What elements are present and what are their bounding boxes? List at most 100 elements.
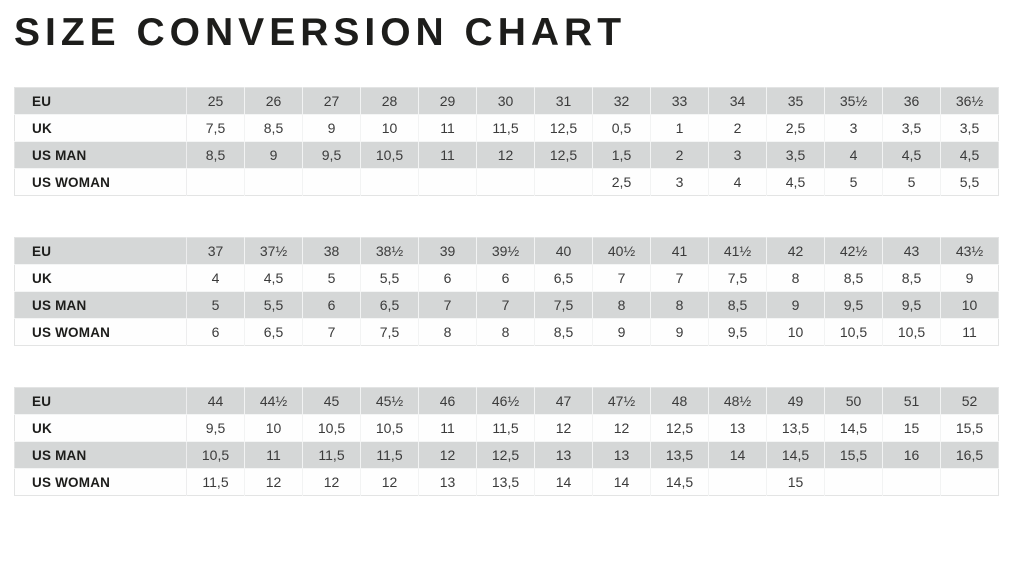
cell: 12,5 bbox=[476, 441, 535, 469]
cell: 7,5 bbox=[708, 264, 767, 292]
cell: 13,5 bbox=[650, 441, 709, 469]
cell: 14 bbox=[534, 468, 593, 496]
cell: 5,5 bbox=[360, 264, 419, 292]
cell: 11,5 bbox=[302, 441, 361, 469]
cell: 14,5 bbox=[766, 441, 825, 469]
cell: 6 bbox=[302, 291, 361, 319]
cell: 5 bbox=[882, 168, 941, 196]
cell: 10 bbox=[360, 114, 419, 142]
cell: 34 bbox=[708, 87, 767, 115]
cell: 16 bbox=[882, 441, 941, 469]
cell: 30 bbox=[476, 87, 535, 115]
cell: 9,5 bbox=[302, 141, 361, 169]
cell: 13,5 bbox=[766, 414, 825, 442]
cell: 6 bbox=[418, 264, 477, 292]
cell: 1,5 bbox=[592, 141, 651, 169]
cell: 6,5 bbox=[360, 291, 419, 319]
cell: 11 bbox=[418, 414, 477, 442]
cell: 26 bbox=[244, 87, 303, 115]
cell: 9 bbox=[650, 318, 709, 346]
cell bbox=[882, 468, 941, 496]
cell: 10 bbox=[940, 291, 999, 319]
cell: 40 bbox=[534, 237, 593, 265]
cell: 10 bbox=[766, 318, 825, 346]
cell: 7 bbox=[592, 264, 651, 292]
row-label-us-man: US MAN bbox=[14, 291, 187, 319]
cell: 2,5 bbox=[766, 114, 825, 142]
cell: 12 bbox=[244, 468, 303, 496]
cell: 5 bbox=[302, 264, 361, 292]
table-row: UK 4 4,5 5 5,5 6 6 6,5 7 7 7,5 8 8,5 8,5 9 bbox=[14, 264, 999, 292]
cell: 42½ bbox=[824, 237, 883, 265]
size-table-3: EU 44 44½ 45 45½ 46 46½ 47 47½ 48 48½ 49 50 51 52 UK 9,5… bbox=[14, 387, 999, 496]
cell: 5 bbox=[824, 168, 883, 196]
page-title: SIZE CONVERSION CHART bbox=[14, 11, 627, 54]
row-label-us-woman: US WOMAN bbox=[14, 318, 187, 346]
cell: 7 bbox=[476, 291, 535, 319]
cell: 4,5 bbox=[940, 141, 999, 169]
cell bbox=[360, 168, 419, 196]
cell: 11 bbox=[418, 141, 477, 169]
cell: 41 bbox=[650, 237, 709, 265]
cell: 31 bbox=[534, 87, 593, 115]
row-label-eu: EU bbox=[14, 87, 187, 115]
cell: 13 bbox=[418, 468, 477, 496]
cell: 12,5 bbox=[534, 141, 593, 169]
cell: 36 bbox=[882, 87, 941, 115]
row-label-uk: UK bbox=[14, 264, 187, 292]
cell: 28 bbox=[360, 87, 419, 115]
cell: 8 bbox=[592, 291, 651, 319]
cell: 39½ bbox=[476, 237, 535, 265]
cell: 4 bbox=[708, 168, 767, 196]
cell: 52 bbox=[940, 387, 999, 415]
cell: 11 bbox=[244, 441, 303, 469]
cell: 9 bbox=[592, 318, 651, 346]
cell: 49 bbox=[766, 387, 825, 415]
cell: 1 bbox=[650, 114, 709, 142]
cell: 47½ bbox=[592, 387, 651, 415]
cell bbox=[476, 168, 535, 196]
cell: 4,5 bbox=[244, 264, 303, 292]
row-label-eu: EU bbox=[14, 237, 187, 265]
cell: 15 bbox=[882, 414, 941, 442]
cell: 7 bbox=[302, 318, 361, 346]
cell: 39 bbox=[418, 237, 477, 265]
row-label-eu: EU bbox=[14, 387, 187, 415]
cell: 11,5 bbox=[186, 468, 245, 496]
cell: 14 bbox=[592, 468, 651, 496]
cell: 12 bbox=[592, 414, 651, 442]
cell: 11,5 bbox=[476, 414, 535, 442]
cell: 11,5 bbox=[476, 114, 535, 142]
cell bbox=[302, 168, 361, 196]
cell: 51 bbox=[882, 387, 941, 415]
cell: 15 bbox=[766, 468, 825, 496]
row-label-uk: UK bbox=[14, 114, 187, 142]
cell: 8 bbox=[418, 318, 477, 346]
cell: 6 bbox=[186, 318, 245, 346]
cell: 12 bbox=[418, 441, 477, 469]
cell: 7,5 bbox=[534, 291, 593, 319]
cell: 10,5 bbox=[186, 441, 245, 469]
cell: 15,5 bbox=[940, 414, 999, 442]
cell: 12 bbox=[476, 141, 535, 169]
cell: 8 bbox=[476, 318, 535, 346]
cell bbox=[244, 168, 303, 196]
table-row: UK 9,5 10 10,5 10,5 11 11,5 12 12 12,5 13 13,5 14,5 1… bbox=[14, 414, 999, 442]
cell: 13 bbox=[708, 414, 767, 442]
cell: 14,5 bbox=[650, 468, 709, 496]
cell: 4,5 bbox=[882, 141, 941, 169]
size-table-2: EU 37 37½ 38 38½ 39 39½ 40 40½ 41 41½ 42 42½ 43 43½ UK 4… bbox=[14, 237, 999, 346]
cell: 44 bbox=[186, 387, 245, 415]
cell: 9 bbox=[940, 264, 999, 292]
cell: 8,5 bbox=[882, 264, 941, 292]
table-row: EU 44 44½ 45 45½ 46 46½ 47 47½ 48 48½ 49 50 51 52 bbox=[14, 387, 999, 415]
cell bbox=[418, 168, 477, 196]
cell: 13,5 bbox=[476, 468, 535, 496]
cell: 5 bbox=[186, 291, 245, 319]
cell: 14,5 bbox=[824, 414, 883, 442]
cell: 45½ bbox=[360, 387, 419, 415]
cell bbox=[534, 168, 593, 196]
cell: 43½ bbox=[940, 237, 999, 265]
cell: 10,5 bbox=[360, 141, 419, 169]
table-row: US MAN 8,5 9 9,5 10,5 11 12 12,5 1,5 2 3 3,5 4 4,5 4,5 bbox=[14, 141, 999, 169]
